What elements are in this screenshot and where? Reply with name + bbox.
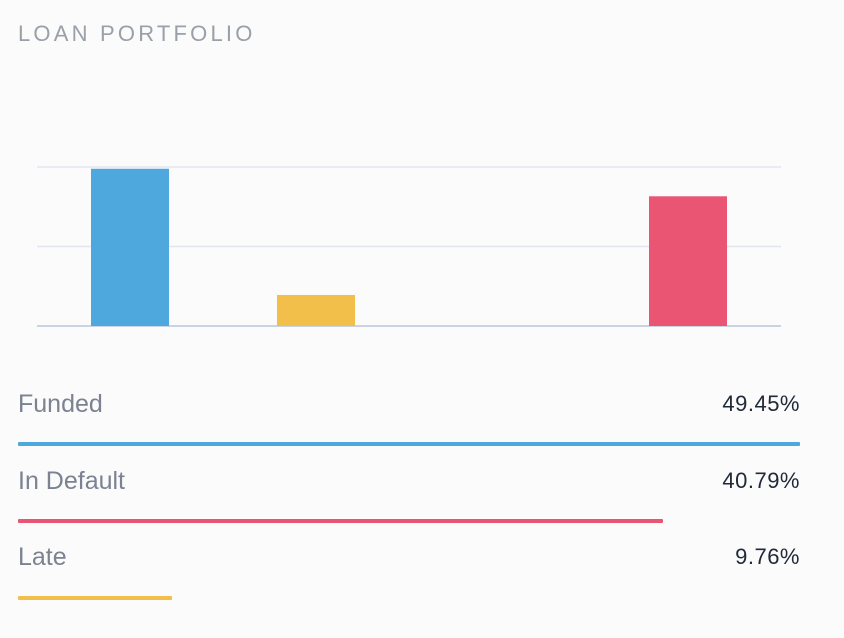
legend-label: Funded: [18, 390, 103, 418]
legend-item-in-default: In Default 40.79%: [18, 465, 800, 505]
card-title: LOAN PORTFOLIO: [18, 21, 256, 46]
legend-item-funded: Funded 49.45%: [18, 388, 800, 428]
legend-label: In Default: [18, 467, 126, 495]
legend-value: 9.76%: [735, 544, 800, 569]
legend-value: 40.79%: [722, 468, 800, 493]
legend-bar-late: [18, 596, 173, 600]
bar-funded[interactable]: [91, 168, 169, 326]
legend-bar-in-default: [18, 519, 664, 523]
legend-value: 49.45%: [722, 391, 800, 416]
bar-chart: [37, 166, 781, 327]
bar-late[interactable]: [277, 294, 355, 326]
legend-label: Late: [18, 543, 67, 571]
legend-bar-funded: [18, 442, 800, 446]
bar-in-default[interactable]: [649, 196, 727, 326]
legend-item-late: Late 9.76%: [18, 541, 800, 581]
